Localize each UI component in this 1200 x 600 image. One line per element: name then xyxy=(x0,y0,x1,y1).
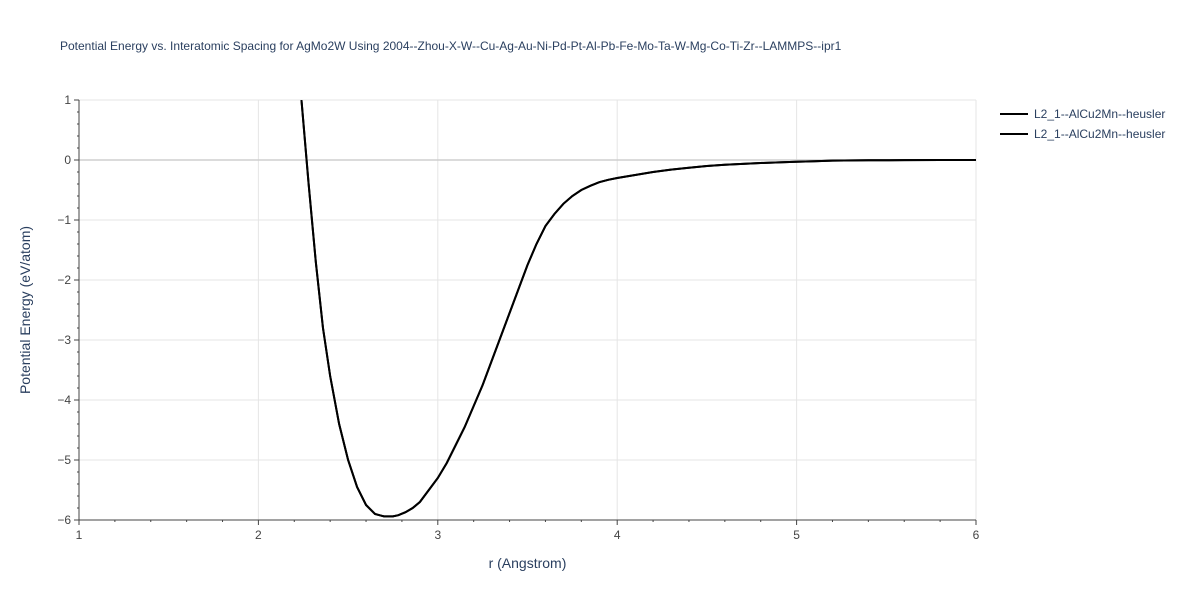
grid-layer xyxy=(79,99,977,520)
y-tick-label: −1 xyxy=(57,213,71,227)
y-tick-label: 0 xyxy=(64,153,71,167)
x-tick-label: 2 xyxy=(255,528,262,542)
y-tick-label: −5 xyxy=(57,453,71,467)
y-tick-label: 1 xyxy=(64,93,71,107)
y-tick-label: −4 xyxy=(57,393,71,407)
legend-label-1: L2_1--AlCu2Mn--heusler xyxy=(1034,107,1165,121)
x-axis-title: r (Angstrom) xyxy=(489,555,567,571)
legend-label-2: L2_1--AlCu2Mn--heusler xyxy=(1034,127,1165,141)
y-axis-title: Potential Energy (eV/atom) xyxy=(17,226,33,394)
axes-layer: 1 2 3 4 5 6 1 0 −1 −2 −3 −4 −5 −6 xyxy=(57,93,979,542)
legend: L2_1--AlCu2Mn--heusler L2_1--AlCu2Mn--heu… xyxy=(1000,107,1165,141)
x-tick-label: 4 xyxy=(614,528,621,542)
x-tick-label: 6 xyxy=(973,528,980,542)
x-tick-label: 3 xyxy=(434,528,441,542)
x-tick-label: 1 xyxy=(76,528,83,542)
plot-area xyxy=(300,100,976,518)
series-line-1 xyxy=(300,100,976,518)
chart-title: Potential Energy vs. Interatomic Spacing… xyxy=(60,39,842,53)
x-tick-label: 5 xyxy=(793,528,800,542)
series-line-2 xyxy=(300,100,976,518)
y-tick-label: −6 xyxy=(57,513,71,527)
y-tick-label: −2 xyxy=(57,273,71,287)
y-tick-label: −3 xyxy=(57,333,71,347)
